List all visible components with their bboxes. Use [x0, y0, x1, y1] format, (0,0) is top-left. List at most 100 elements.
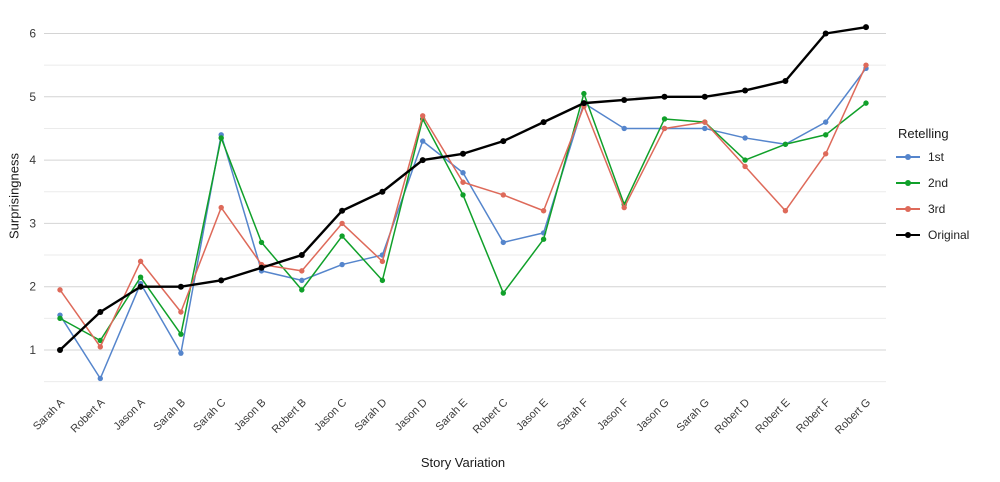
data-point [97, 344, 104, 350]
series-3rd [57, 62, 869, 350]
data-point [339, 207, 346, 214]
data-point [258, 264, 265, 271]
legend-swatch-3rd-icon [896, 205, 920, 213]
data-point [661, 116, 668, 122]
data-point [137, 283, 144, 290]
data-point [460, 179, 466, 185]
series-line-original [58, 25, 868, 352]
data-point [460, 170, 466, 176]
data-point [661, 125, 668, 132]
data-point [379, 277, 386, 284]
data-point [299, 268, 305, 274]
data-point [137, 274, 144, 280]
x-tick-label: Sarah F [555, 396, 591, 432]
legend: Retelling 1st 2nd 3rd Original [896, 126, 969, 254]
data-point [540, 119, 547, 126]
data-point [581, 90, 587, 97]
x-tick-label: Robert F [794, 396, 833, 435]
x-tick-label: Jason A [112, 396, 149, 433]
data-point [339, 233, 345, 239]
x-tick-label: Robert A [69, 396, 108, 435]
x-tick-label: Jason B [232, 397, 269, 434]
x-tick-label: Jason D [393, 397, 430, 434]
x-tick-label: Sarah C [191, 397, 228, 434]
data-point [661, 93, 668, 100]
x-tick-label: Jason C [312, 397, 349, 434]
y-tick-label: 6 [29, 27, 36, 41]
data-point [178, 350, 184, 356]
legend-title: Retelling [898, 126, 949, 141]
data-point [500, 192, 506, 198]
x-tick-label: Robert D [713, 397, 753, 437]
data-point [500, 290, 506, 296]
x-tick-label: Sarah B [151, 397, 188, 434]
data-point [580, 100, 587, 107]
data-point [621, 125, 627, 132]
data-point [460, 150, 466, 157]
y-tick-labels: 1 2 3 4 5 6 [29, 27, 36, 358]
data-point [782, 77, 789, 84]
data-point [218, 277, 225, 284]
x-tick-label: Robert B [270, 397, 309, 436]
data-point [57, 347, 63, 353]
data-point [420, 138, 426, 144]
data-point [420, 113, 426, 119]
data-point [742, 87, 749, 94]
data-point [299, 287, 305, 293]
legend-label-1st: 1st [928, 150, 945, 164]
data-point [621, 96, 628, 103]
data-point [863, 100, 869, 106]
data-point [419, 157, 426, 164]
series-line-2nd [59, 92, 867, 342]
data-point [863, 24, 869, 31]
data-point [379, 258, 386, 265]
data-point [177, 283, 184, 290]
x-tick-label: Sarah A [31, 396, 68, 433]
data-point [379, 188, 386, 195]
data-point [540, 236, 547, 242]
data-point [299, 277, 305, 284]
data-point [339, 261, 345, 268]
data-point [621, 204, 627, 211]
x-tick-label: Sarah D [352, 397, 389, 434]
data-point [298, 252, 305, 259]
y-tick-label: 3 [29, 216, 36, 230]
y-tick-label: 5 [29, 90, 36, 104]
data-point [823, 151, 829, 157]
data-point [218, 204, 224, 211]
x-tick-label: Robert E [753, 397, 792, 436]
data-point [823, 132, 829, 138]
data-point [339, 220, 345, 227]
data-point [97, 337, 104, 344]
data-point [57, 315, 63, 322]
data-point [178, 331, 184, 337]
data-point [702, 125, 708, 132]
data-point [701, 93, 708, 100]
data-point [460, 192, 466, 198]
data-point [137, 258, 144, 265]
data-point [258, 239, 265, 246]
data-point [863, 62, 869, 68]
legend-item-2nd: 2nd [896, 176, 969, 190]
data-point [823, 119, 829, 125]
data-point [97, 309, 104, 316]
legend-item-3rd: 3rd [896, 202, 969, 216]
legend-swatch-original-icon [896, 231, 920, 239]
y-tick-label: 2 [29, 280, 36, 294]
series-original [57, 24, 869, 353]
x-tick-label: Robert C [471, 397, 511, 437]
x-tick-label: Jason E [514, 397, 551, 434]
data-point [782, 141, 789, 147]
legend-item-1st: 1st [896, 150, 969, 164]
data-point [742, 163, 748, 170]
legend-item-original: Original [896, 228, 969, 242]
x-tick-label: Robert G [833, 397, 873, 437]
data-point [500, 239, 506, 246]
x-tick-label: Sarah E [434, 397, 471, 434]
legend-label-original: Original [928, 228, 970, 242]
data-point [57, 287, 63, 293]
x-tick-labels: Sarah A Robert A Jason A Sarah B Sarah C Jaso… [31, 396, 873, 437]
data-point [782, 208, 789, 214]
data-point [97, 375, 104, 382]
